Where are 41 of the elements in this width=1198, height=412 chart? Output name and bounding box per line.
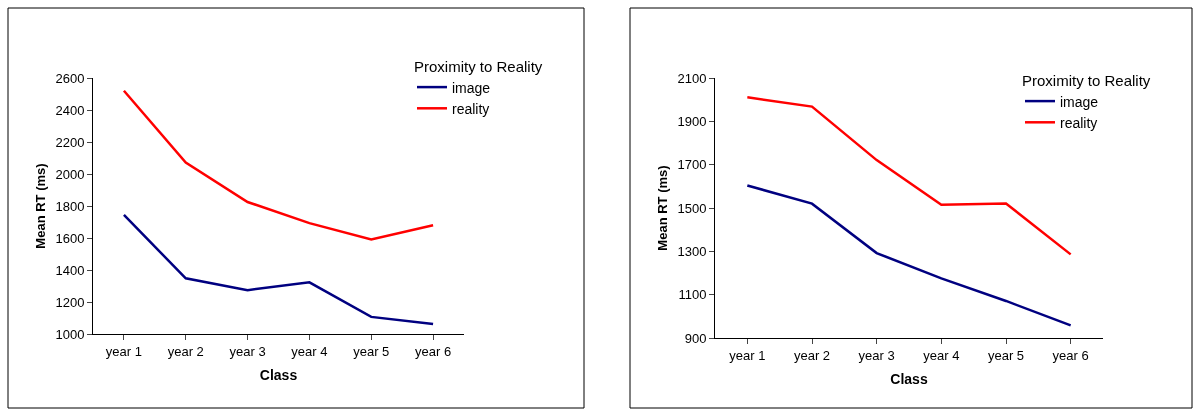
line-series (122, 89, 435, 241)
x-tick-label: year 2 (793, 347, 831, 363)
y-tick-label: 1500 (677, 200, 707, 216)
legend-label: image (452, 79, 491, 96)
legend-label: image (1060, 93, 1099, 110)
legend-title: Proximity to Reality (414, 57, 543, 75)
x-tick-label: year 6 (1052, 347, 1089, 363)
y-tick-label: 1200 (55, 294, 85, 310)
legend-label: reality (452, 100, 490, 117)
legend-title: Proximity to Reality (1022, 71, 1151, 89)
x-tick-label: year 4 (291, 343, 328, 359)
x-tick-label: year 5 (353, 343, 390, 359)
x-tick-label: year 3 (229, 343, 266, 359)
line-series (746, 184, 1072, 327)
y-tick-label: 2200 (55, 134, 85, 150)
x-axis-title: Class (259, 366, 298, 383)
y-tick-label: 2600 (55, 70, 85, 86)
line-series (122, 213, 435, 326)
x-tick-label: year 6 (415, 343, 452, 359)
y-tick-label: 2400 (55, 102, 85, 118)
y-tick-label: 2000 (55, 166, 85, 182)
x-tick-label: year 1 (729, 347, 766, 363)
x-tick-label: year 1 (105, 343, 142, 359)
legend-label: reality (1060, 114, 1098, 131)
x-tick-label: year 3 (858, 347, 895, 363)
x-tick-label: year 5 (987, 347, 1025, 363)
y-tick-label: 1700 (677, 157, 707, 173)
x-tick-label: year 4 (923, 347, 960, 363)
y-tick-label: 1600 (55, 230, 85, 246)
y-tick-label: 900 (684, 330, 707, 346)
y-tick-label: 1300 (677, 243, 707, 259)
x-axis-title: Class (890, 370, 928, 387)
y-axis-title: Mean RT (ms) (33, 163, 49, 249)
y-axis-title: Mean RT (ms) (655, 165, 671, 251)
y-tick-label: 1100 (678, 287, 707, 303)
y-tick-label: 1900 (677, 113, 707, 129)
y-tick-label: 2100 (677, 70, 707, 86)
y-tick-label: 1800 (55, 198, 85, 214)
x-tick-label: year 2 (167, 343, 204, 359)
y-tick-label: 1400 (55, 262, 85, 278)
y-tick-label: 1000 (55, 326, 85, 342)
